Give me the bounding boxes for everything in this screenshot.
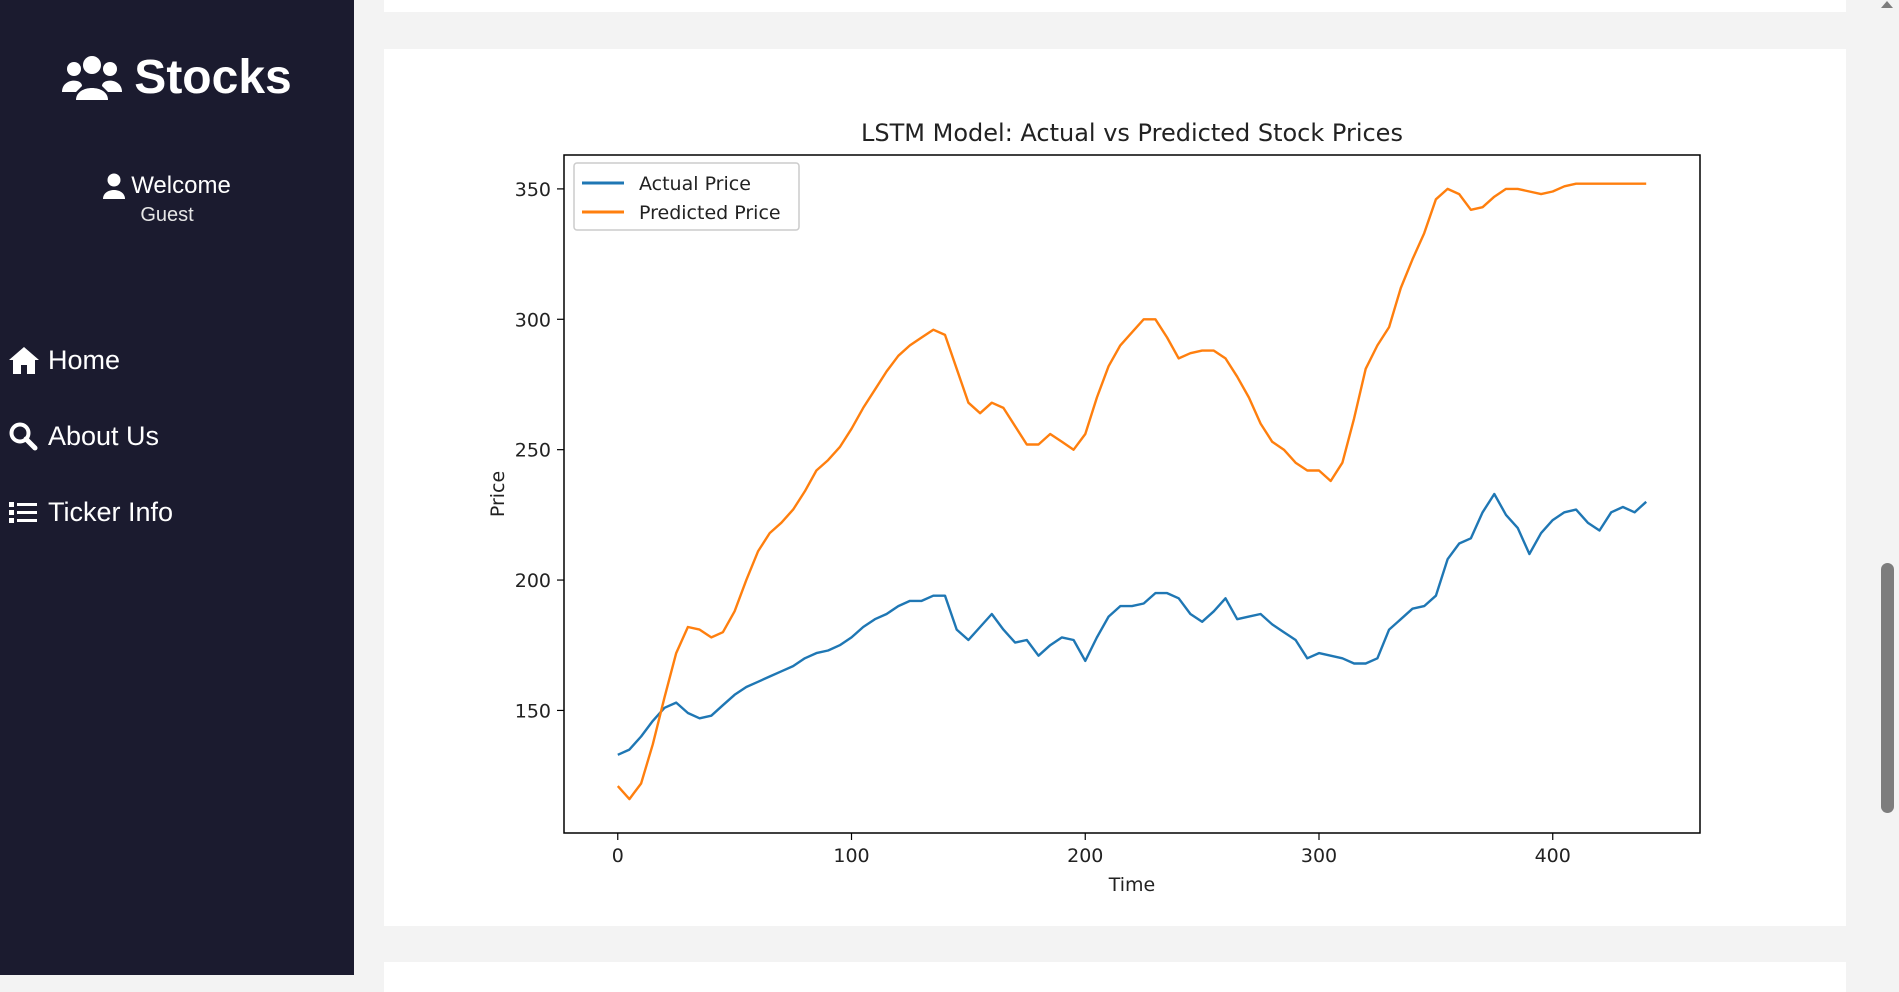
user-icon [103,173,126,199]
series-line-predicted [616,182,1647,801]
plot-frame [563,154,1701,834]
series-line-actual [617,492,1648,756]
list-icon [9,502,37,523]
y-tick-label: 350 [515,179,551,201]
lstm-chart: LSTM Model: Actual vs Predicted Stock Pr… [487,119,1701,896]
card-bottom [384,962,1846,992]
card-top [384,0,1846,12]
y-tick-label: 150 [515,700,551,722]
x-tick-label: 0 [612,845,624,867]
scrollbar-thumb[interactable] [1881,563,1894,813]
nav-item-home[interactable]: Home [8,322,173,398]
x-tick-label: 400 [1535,845,1571,867]
nav-item-home-label: Home [48,344,121,375]
search-icon [9,422,38,451]
brand-label: Stocks [134,51,292,104]
sidebar-nav: Home About Us Ticker Info [8,322,173,550]
chart-card: LSTM Model: Actual vs Predicted Stock Pr… [384,49,1846,926]
y-axis-label: Price [487,471,509,517]
username: Guest [140,204,194,226]
users-icon [62,55,123,100]
brand[interactable]: Stocks [0,50,354,105]
chart-legend: Actual Price Predicted Price [573,162,800,231]
y-tick-label: 250 [515,440,551,462]
scroll-up-arrow-icon[interactable] [1880,0,1894,8]
x-tick-label: 300 [1301,845,1337,867]
legend-box [573,162,800,231]
chart-title: LSTM Model: Actual vs Predicted Stock Pr… [861,119,1403,147]
nav-item-ticker-info-label: Ticker Info [48,496,174,527]
legend-label-actual: Actual Price [639,173,751,195]
welcome-label: Welcome [131,172,231,199]
x-tick-label: 200 [1067,845,1103,867]
y-tick-label: 200 [515,570,551,592]
x-axis-label: Time [1108,874,1156,896]
plot-area: 0 100 200 300 400 150 200 250 300 350 [515,154,1701,867]
sidebar: Stocks Welcome Guest Home About Us [0,0,354,975]
nav-item-ticker-info[interactable]: Ticker Info [8,474,173,550]
nav-item-about-us-label: About Us [48,420,160,451]
legend-label-predicted: Predicted Price [639,202,781,224]
x-tick-label: 100 [833,845,869,867]
welcome: Welcome [0,172,334,200]
y-tick-label: 300 [515,309,551,331]
home-icon [9,347,39,374]
nav-item-about-us[interactable]: About Us [8,398,173,474]
scrollbar-track[interactable] [1876,0,1899,975]
